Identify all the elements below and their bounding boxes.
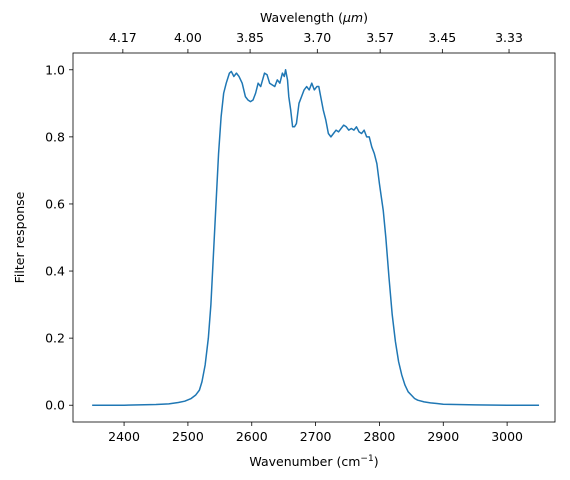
y-tick-label: 0.6 xyxy=(45,196,65,211)
x-tick-label: 2500 xyxy=(172,429,204,444)
y-tick-label: 0.8 xyxy=(45,129,65,144)
top-tick-label: 4.17 xyxy=(109,30,137,45)
y-tick-label: 0.0 xyxy=(45,398,65,413)
top-axis-title-end: ) xyxy=(363,10,368,25)
top-axis-title-text: Wavelength ( xyxy=(260,10,343,25)
y-tick-label: 0.2 xyxy=(45,331,65,346)
x-tick-label: 2800 xyxy=(364,429,396,444)
x-tick-label: 2600 xyxy=(236,429,268,444)
top-tick-label: 3.70 xyxy=(303,30,331,45)
x-tick-label: 2700 xyxy=(300,429,332,444)
x-axis-title-end: ) xyxy=(374,454,379,469)
x-axis-title-text: Wavenumber (cm xyxy=(249,454,360,469)
y-tick-label: 1.0 xyxy=(45,62,65,77)
y-tick-label: 0.4 xyxy=(45,264,65,279)
top-axis-title: Wavelength (μm) xyxy=(260,10,368,25)
plot-frame xyxy=(72,52,556,423)
x-axis-title-superscript: −1 xyxy=(360,454,373,464)
x-axis-title: Wavenumber (cm−1) xyxy=(249,454,378,469)
top-axis-ticks: 4.17 4.00 3.85 3.70 3.57 3.45 3.33 xyxy=(109,30,523,53)
top-tick-label: 3.33 xyxy=(495,30,523,45)
top-axis-title-unit: μm xyxy=(342,10,363,25)
top-tick-label: 4.00 xyxy=(174,30,202,45)
x-axis-ticks: 2400 2500 2600 2700 2800 2900 3000 xyxy=(108,422,523,444)
top-tick-label: 3.85 xyxy=(236,30,264,45)
y-axis-title: Filter response xyxy=(12,191,27,283)
top-tick-label: 3.57 xyxy=(366,30,394,45)
x-tick-label: 2900 xyxy=(427,429,459,444)
x-tick-label: 3000 xyxy=(491,429,523,444)
series-line xyxy=(92,69,540,406)
top-tick-label: 3.45 xyxy=(428,30,456,45)
y-axis-ticks: 0.0 0.2 0.4 0.6 0.8 1.0 xyxy=(45,62,73,413)
x-tick-label: 2400 xyxy=(108,429,140,444)
